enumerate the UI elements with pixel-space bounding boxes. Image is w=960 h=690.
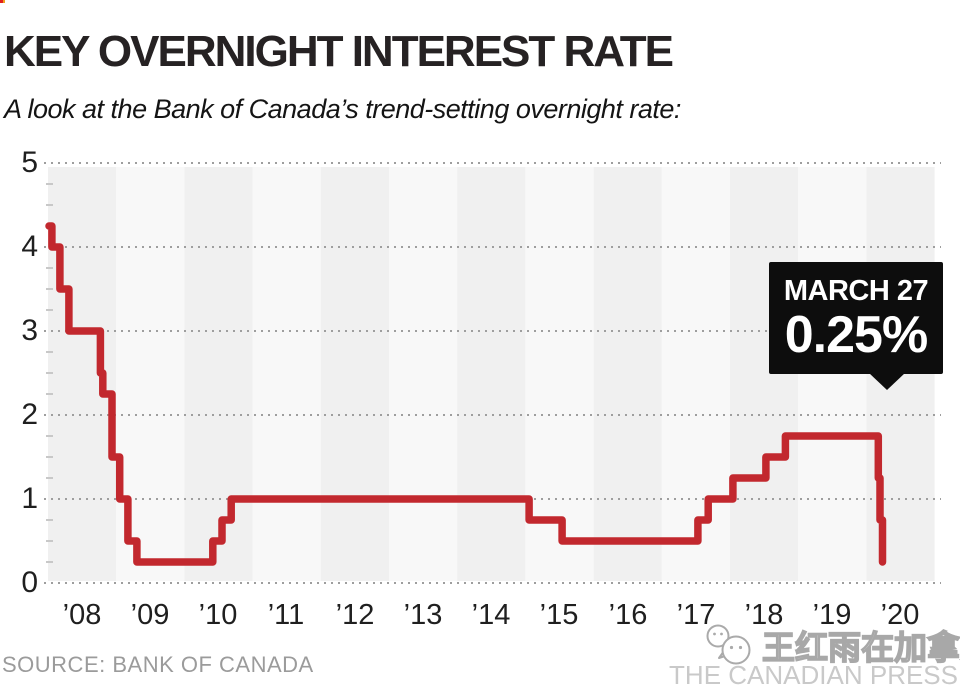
source-credit: SOURCE: BANK OF CANADA — [2, 652, 314, 677]
year-band — [593, 167, 662, 581]
year-band — [525, 167, 594, 581]
callout-pointer — [869, 373, 905, 390]
watermark-text: 王红雨在加拿大 — [761, 628, 960, 666]
minor-tick — [46, 267, 53, 269]
year-band — [457, 167, 526, 581]
minor-tick — [46, 372, 53, 374]
x-tick-label: ’18 — [744, 599, 784, 631]
year-band — [730, 167, 799, 581]
minor-tick — [46, 393, 53, 395]
minor-tick — [46, 309, 53, 311]
x-tick-label: ’12 — [335, 599, 375, 631]
page-subtitle: A look at the Bank of Canada’s trend-set… — [4, 94, 681, 124]
rate-callout: MARCH 27 0.25% — [769, 262, 943, 390]
minor-tick — [46, 288, 53, 290]
year-band — [389, 167, 458, 581]
x-tick-label: ’16 — [608, 599, 648, 631]
x-tick-label: ’08 — [62, 599, 102, 631]
press-credit: THE CANADIAN PRESS — [669, 660, 958, 690]
y-tick-label: 2 — [21, 398, 38, 431]
minor-tick — [46, 435, 53, 437]
callout-rate-value: 0.25% — [784, 306, 928, 364]
wechat-icon — [706, 624, 751, 665]
callout-date-label: MARCH 27 — [783, 275, 929, 307]
y-tick-label: 4 — [21, 230, 38, 263]
minor-tick — [46, 540, 53, 542]
x-tick-label: ’11 — [267, 599, 305, 631]
minor-tick — [46, 456, 53, 458]
x-tick-label: ’17 — [676, 599, 716, 631]
minor-tick — [46, 351, 53, 353]
corner-artifact — [0, 0, 5, 3]
x-tick-label: ’14 — [471, 599, 511, 631]
x-tick-label: ’20 — [880, 599, 920, 631]
y-tick-label: 5 — [21, 146, 38, 179]
x-tick-label: ’09 — [130, 599, 170, 631]
year-band — [798, 167, 867, 581]
year-band — [184, 167, 253, 581]
watermark: 王红雨在加拿大 — [704, 622, 960, 668]
y-tick-label: 3 — [21, 314, 38, 347]
minor-tick — [46, 561, 53, 563]
minor-tick — [46, 477, 53, 479]
rate-line — [45, 222, 887, 566]
y-tick-label: 1 — [21, 482, 38, 515]
x-tick-label: ’19 — [812, 599, 852, 631]
y-tick-label: 0 — [21, 566, 38, 599]
year-band — [320, 167, 389, 581]
x-tick-label: ’13 — [403, 599, 443, 631]
year-band — [661, 167, 730, 581]
minor-tick — [46, 519, 53, 521]
minor-tick — [46, 204, 53, 206]
x-tick-label: ’10 — [198, 599, 238, 631]
x-tick-label: ’15 — [539, 599, 579, 631]
page-title: KEY OVERNIGHT INTEREST RATE — [4, 27, 674, 76]
year-band — [252, 167, 321, 581]
minor-tick — [46, 183, 53, 185]
